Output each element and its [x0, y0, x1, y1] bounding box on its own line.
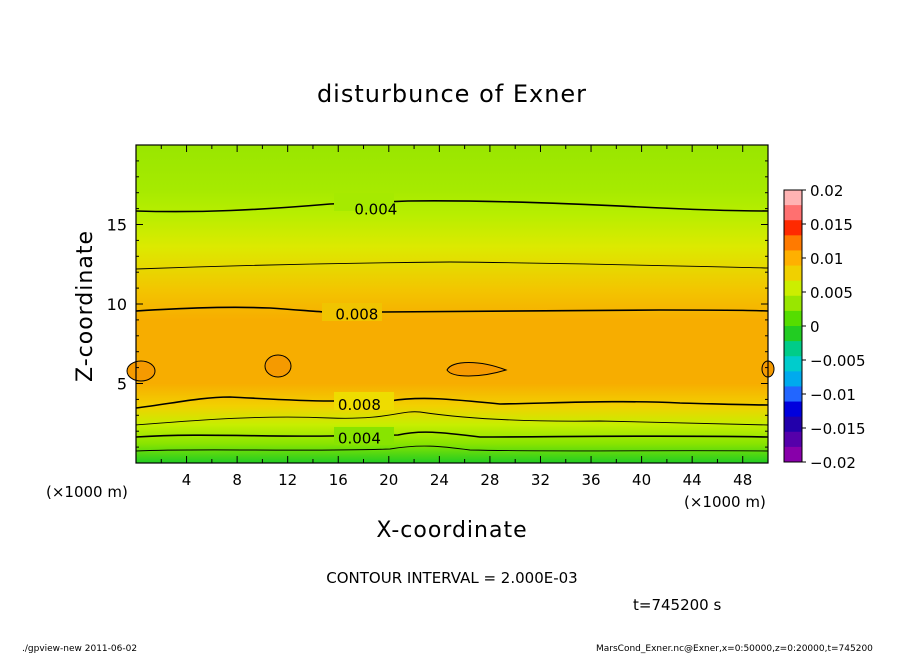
y-axis-label: Z-coordinate — [73, 230, 98, 382]
colorbar-swatch — [784, 401, 802, 418]
x-tick-label: 36 — [581, 471, 600, 489]
x-tick-label: 4 — [182, 471, 192, 489]
colorbar-label: −0.015 — [810, 420, 866, 438]
colorbar-label: −0.005 — [810, 352, 866, 370]
footer-right-note: MarsCond_Exner.nc@Exner,x=0:50000,z=0:20… — [596, 644, 873, 654]
colorbar-swatch — [784, 190, 802, 206]
contour-0006-upper — [135, 261, 769, 270]
contour-label: 0.008 — [335, 306, 378, 324]
x-axis-ticks: 4 8 12 16 20 24 28 32 36 40 44 48 — [160, 145, 752, 489]
field-fill — [136, 145, 768, 463]
chart-title: disturbunce of Exner — [317, 80, 587, 108]
colorbar-label: 0.02 — [810, 182, 843, 200]
colorbar: 0.02 0.015 0.01 0.005 0 −0.005 −0.01 −0.015 −0.0… — [783, 182, 866, 472]
contour-label: 0.008 — [338, 396, 381, 414]
contour-0002-lower — [135, 445, 769, 452]
colorbar-swatch — [784, 341, 802, 357]
colorbar-swatch — [784, 431, 802, 448]
contour-0006-lower — [135, 411, 769, 426]
y-axis-ticks: 5 10 15 — [107, 160, 768, 448]
colorbar-swatch — [784, 220, 802, 236]
contour-0004-lower — [135, 431, 769, 438]
x-tick-label: 48 — [733, 471, 752, 489]
colorbar-label: 0.015 — [810, 216, 853, 234]
colorbar-swatch — [784, 416, 802, 433]
colorbar-label: 0.005 — [810, 284, 853, 302]
colorbar-label: −0.01 — [810, 386, 856, 404]
x-tick-label: 32 — [531, 471, 550, 489]
x-tick-label: 12 — [278, 471, 297, 489]
y-tick-label: 15 — [107, 216, 127, 235]
x-tick-label: 28 — [480, 471, 499, 489]
max-region-2 — [446, 362, 508, 377]
colorbar-swatch — [784, 326, 802, 342]
contour-label: 0.004 — [354, 201, 397, 219]
contour-label-bg — [322, 303, 382, 321]
x-tick-label: 16 — [329, 471, 348, 489]
x-tick-label: 20 — [379, 471, 398, 489]
time-label: t=745200 s — [633, 596, 721, 614]
colorbar-swatch — [784, 205, 802, 221]
y-tick-label: 5 — [117, 375, 127, 394]
colorbar-swatch — [784, 371, 802, 387]
colorbar-swatch — [784, 310, 802, 327]
contour-0008-lower — [135, 396, 769, 409]
colorbar-swatch — [784, 356, 802, 372]
contour-labels: 0.004 0.008 0.008 0.004 — [335, 201, 397, 448]
x-tick-label: 40 — [632, 471, 651, 489]
max-region-1 — [264, 354, 292, 378]
x-unit-right: (×1000 m) — [684, 493, 766, 511]
x-unit-left: (×1000 m) — [46, 483, 128, 501]
contour-interval-note: CONTOUR INTERVAL = 2.000E-03 — [326, 569, 577, 587]
colorbar-label: 0 — [810, 318, 820, 336]
contour-label-bg — [334, 392, 394, 410]
colorbar-swatch — [784, 235, 802, 251]
x-axis-label: X-coordinate — [376, 518, 527, 543]
x-tick-label: 44 — [683, 471, 702, 489]
contour-label-bg — [334, 193, 394, 211]
contour-label-bg — [334, 427, 394, 445]
colorbar-swatch — [784, 265, 802, 282]
y-tick-label: 10 — [107, 295, 127, 314]
colorbar-swatch — [784, 280, 802, 297]
footer-left-note: ./gpview-new 2011-06-02 — [22, 644, 137, 654]
colorbar-swatch — [784, 250, 802, 267]
x-tick-label: 24 — [430, 471, 449, 489]
contour-label: 0.004 — [338, 430, 381, 448]
contour-0008-upper — [135, 306, 769, 313]
colorbar-swatch — [784, 295, 802, 312]
max-region-left — [126, 360, 156, 382]
colorbar-label: 0.01 — [810, 250, 843, 268]
colorbar-label: −0.02 — [810, 454, 856, 472]
x-tick-label: 8 — [232, 471, 242, 489]
contour-0004-upper — [135, 200, 769, 213]
colorbar-swatch — [784, 386, 802, 403]
colorbar-swatch — [784, 446, 802, 463]
